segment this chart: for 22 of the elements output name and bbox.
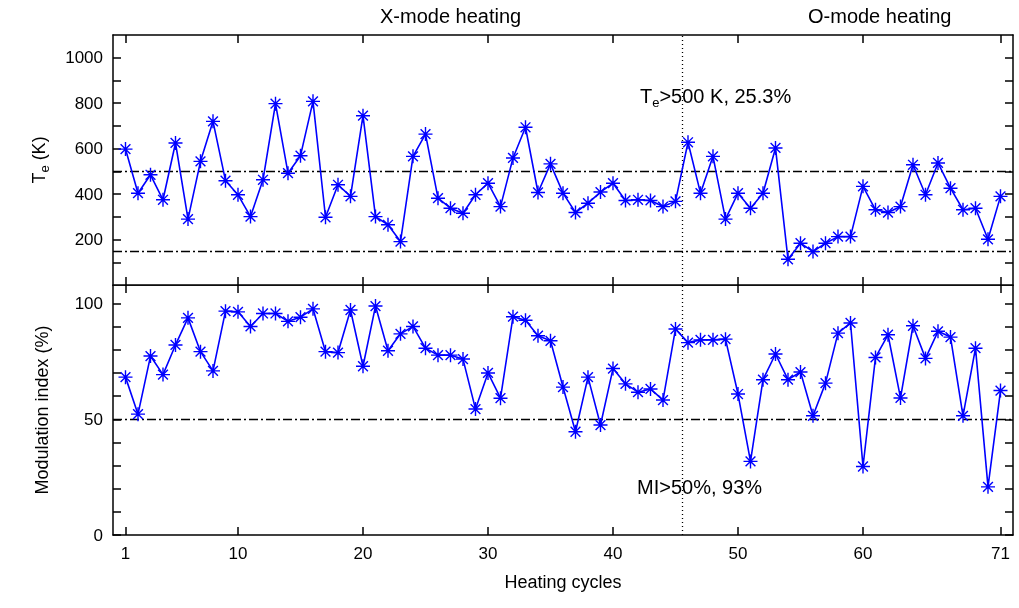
x-tick-label: 30 [478,544,498,563]
x-tick-label: 71 [991,544,1010,563]
y-tick-label: 100 [74,294,103,314]
y-tick-label: 200 [74,230,103,250]
x-tick-label: 20 [353,544,373,563]
x-tick-label: 60 [853,544,873,563]
y-tick-label: 50 [84,409,103,429]
x-tick-label: 10 [228,544,248,563]
y-tick-label: 600 [74,139,103,159]
y-tick-label: 800 [74,93,103,113]
annotation: MI>50%, 93% [637,476,763,498]
text: O-mode heating [808,5,952,27]
y-tick-label: 1000 [65,48,103,68]
y-axis-title: Modulation index (%) [32,325,52,495]
x-tick-label: 40 [603,544,623,563]
y-tick-label: 400 [74,184,103,204]
y-tick-label: 0 [93,525,103,545]
x-tick-label: 1 [120,544,131,563]
text: X-mode heating [380,5,522,27]
x-tick-label: 50 [728,544,748,563]
y-axis-title: Te (K) [28,136,52,184]
x-axis-title: Heating cycles [504,572,622,592]
